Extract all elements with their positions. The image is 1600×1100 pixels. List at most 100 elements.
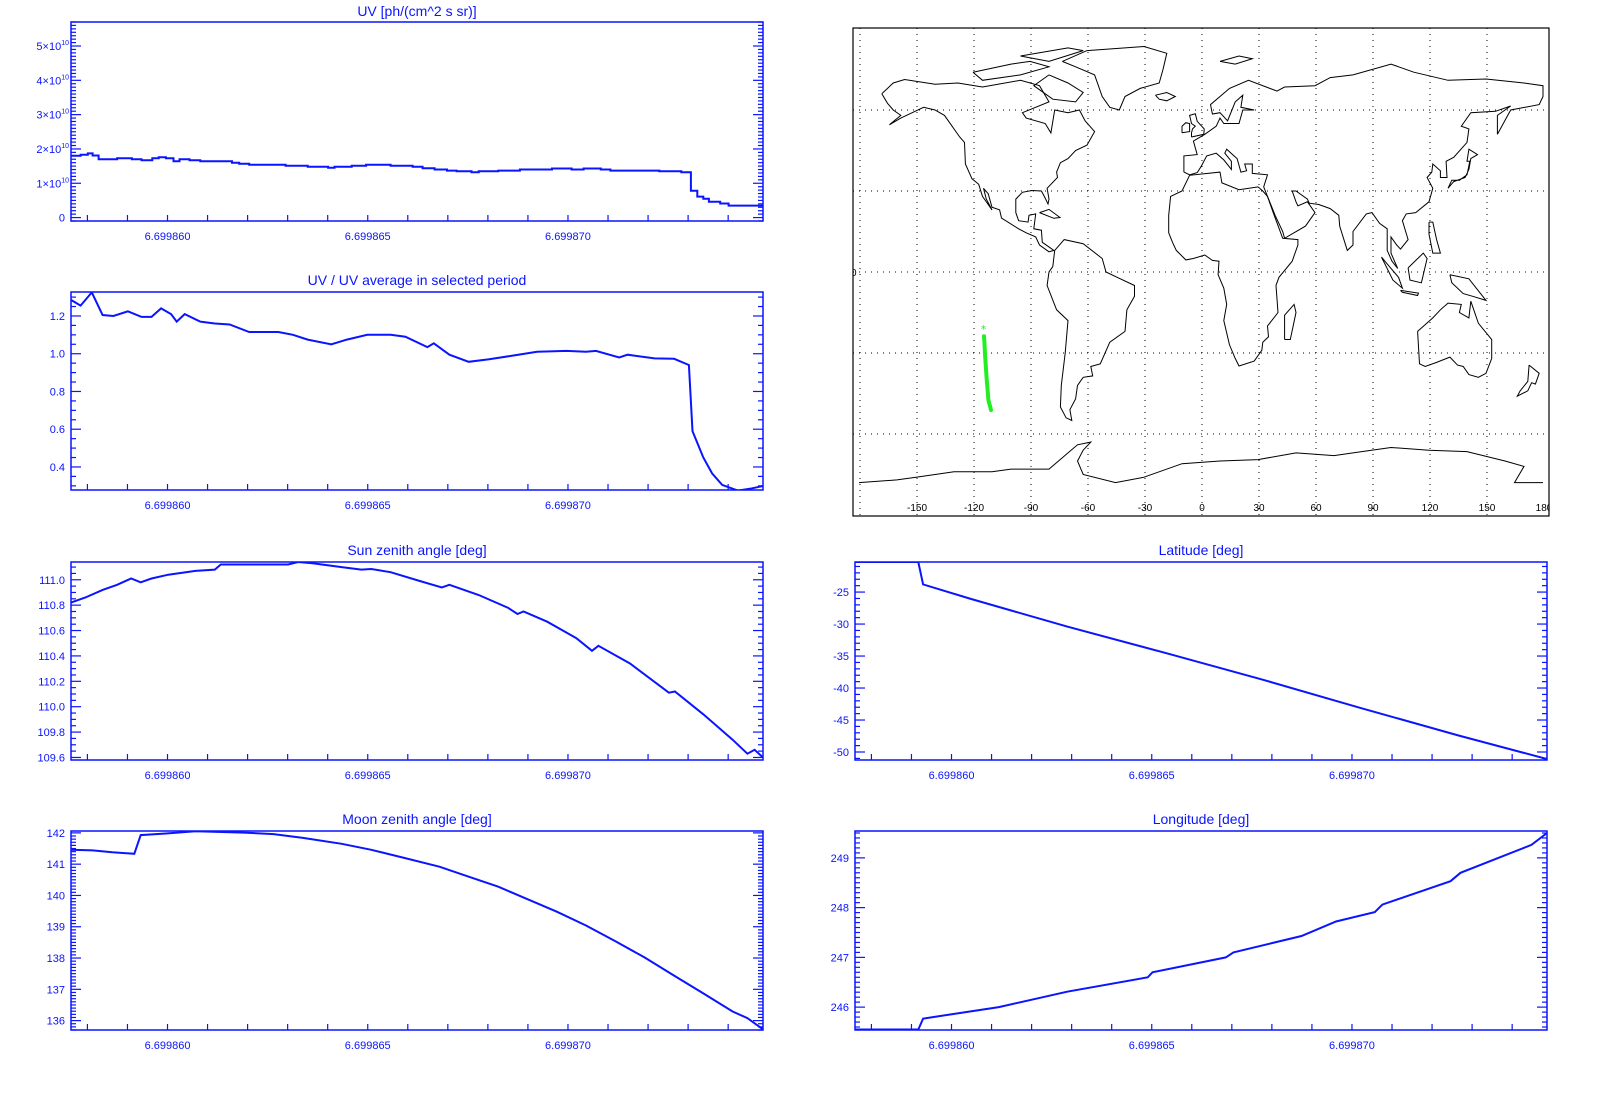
map-frame [852, 27, 1550, 517]
map-content: * -150 -120 -90 -60 -30 0 30 60 90 120 150 180 0 [851, 28, 1553, 516]
x-tick-label: 6.699870 [1329, 770, 1375, 782]
x-tick-label: 6.699870 [1329, 1040, 1375, 1052]
y-tick-label: 110.0 [38, 702, 65, 714]
uv-series-line [71, 152, 763, 207]
uv-ratio-plot: 0.4 0.6 0.8 1.0 1.2 6.699860 6.699865 6.699870 [50, 291, 764, 512]
coastline-arctic-island [972, 60, 1051, 81]
y-tick-label: 140 [47, 890, 65, 902]
x-tick-label: 6.699860 [929, 770, 975, 782]
y-tick-label: 0.8 [50, 386, 65, 398]
sun-zenith-plot: 109.6 109.8 110.0 110.2 110.4 110.6 110.8 111.0… [37, 561, 764, 782]
latitude-series-line [855, 562, 1547, 760]
y-tick-label: 4×1010 [36, 74, 69, 87]
coastline-philippines [1428, 221, 1442, 254]
y-tick-mantissa: 4×10 [36, 75, 61, 87]
coastline-borneo [1407, 252, 1428, 284]
y-tick-label: 0.4 [50, 462, 65, 474]
coastline-baffin-island [1032, 74, 1084, 103]
y-tick-label: 139 [47, 922, 65, 934]
moon-zenith-plot: 136 137 138 139 140 141 142 6.699860 6.699865 6.6… [47, 828, 764, 1052]
y-tick-mantissa: 1×10 [36, 178, 61, 190]
y-tick-label: 142 [47, 828, 65, 840]
y-tick-label: 110.4 [38, 651, 65, 663]
coastline-north-america [881, 78, 1096, 253]
track-start-marker: * [981, 323, 987, 336]
longitude-plot-title: Longitude [deg] [1152, 811, 1250, 827]
y-tick-label: 137 [47, 984, 65, 996]
y-tick-label: 1×1010 [36, 177, 69, 190]
y-tick-label: 0 [59, 213, 65, 225]
sun-zenith-series-line [71, 562, 763, 759]
map-lon-tick-label: 60 [1310, 503, 1322, 514]
y-tick-label: 109.6 [37, 752, 65, 764]
longitude-plot: 246 247 248 249 6.699860 6.699865 6.699870 [831, 830, 1548, 1052]
map-lon-tick-label: -30 [1138, 503, 1153, 514]
x-tick-label: 6.699865 [345, 500, 391, 512]
y-tick-label: 5×1010 [36, 40, 69, 53]
coastline-greenland [1062, 45, 1168, 111]
y-tick-exponent: 10 [61, 109, 69, 116]
y-tick-label: 1.0 [50, 349, 65, 361]
coastline-africa [1168, 171, 1299, 367]
x-tick-label: 6.699865 [1129, 770, 1175, 782]
coastline-ellesmere-island [1020, 47, 1084, 62]
sun-zenith-plot-frame [70, 561, 764, 761]
uv-ratio-plot-title: UV / UV average in selected period [307, 272, 527, 288]
uv-plot-frame [70, 21, 764, 222]
map-lon-tick-label: 180 [1536, 503, 1553, 514]
y-tick-label: 110.2 [38, 676, 65, 688]
coastline-svalbard [1219, 55, 1255, 65]
y-tick-exponent: 10 [61, 40, 69, 47]
map-lon-tick-label: 0 [1199, 503, 1205, 514]
x-tick-label: 6.699865 [1129, 1040, 1175, 1052]
y-tick-mantissa: 3×10 [36, 110, 61, 122]
y-tick-label: -25 [833, 587, 849, 599]
map-lon-tick-label: 150 [1479, 503, 1496, 514]
coastline-antarctica [858, 441, 1543, 484]
longitude-series-line [855, 832, 1547, 1030]
x-tick-label: 6.699860 [145, 770, 191, 782]
latitude-plot: -50 -45 -40 -35 -30 -25 6.699860 6.699865 6.6998… [833, 561, 1548, 782]
x-tick-label: 6.699860 [145, 1040, 191, 1052]
y-tick-label: -45 [833, 715, 849, 727]
y-tick-label: 246 [831, 1002, 849, 1014]
y-tick-label: 110.8 [38, 600, 65, 612]
y-tick-label: -35 [833, 651, 849, 663]
x-tick-label: 6.699865 [345, 770, 391, 782]
y-tick-label: 136 [47, 1016, 65, 1028]
map-lat-tick-label: 0 [851, 268, 857, 279]
map-lon-tick-label: -60 [1081, 503, 1096, 514]
x-tick-label: 6.699870 [545, 1040, 591, 1052]
y-tick-mantissa: 2×10 [36, 144, 61, 156]
coastline-japan [1447, 148, 1479, 189]
moon-zenith-plot-frame [70, 830, 764, 1031]
longitude-plot-frame [854, 830, 1548, 1031]
x-tick-label: 6.699865 [345, 231, 391, 243]
coastline-great-britain [1189, 113, 1205, 138]
y-tick-exponent: 10 [61, 143, 69, 150]
x-tick-label: 6.699870 [545, 231, 591, 243]
coastline-iceland [1155, 91, 1177, 102]
x-tick-label: 6.699860 [929, 1040, 975, 1052]
coastline-java [1400, 289, 1420, 297]
y-tick-label: 249 [831, 853, 849, 865]
y-tick-label: 111.0 [39, 575, 65, 587]
coastline-cuba [1039, 208, 1062, 219]
moon-zenith-series-line [71, 831, 763, 1030]
y-tick-label: -50 [833, 747, 849, 759]
x-tick-label: 6.699860 [145, 231, 191, 243]
y-tick-label: 138 [47, 953, 65, 965]
world-map: * -150 -120 -90 -60 -30 0 30 60 90 120 150 180 0 [851, 27, 1553, 517]
y-tick-exponent: 10 [61, 74, 69, 81]
y-tick-label: 248 [831, 903, 849, 915]
coastline-new-guinea [1449, 274, 1488, 302]
latitude-plot-frame [854, 561, 1548, 761]
y-tick-label: -30 [833, 619, 849, 631]
y-tick-label: 247 [831, 952, 849, 964]
y-tick-label: 110.6 [38, 626, 65, 638]
coastline-new-zealand [1516, 364, 1540, 398]
y-tick-label: 0.6 [50, 424, 65, 436]
sun-zenith-plot-title: Sun zenith angle [deg] [347, 542, 487, 558]
map-lon-tick-label: 90 [1367, 503, 1379, 514]
